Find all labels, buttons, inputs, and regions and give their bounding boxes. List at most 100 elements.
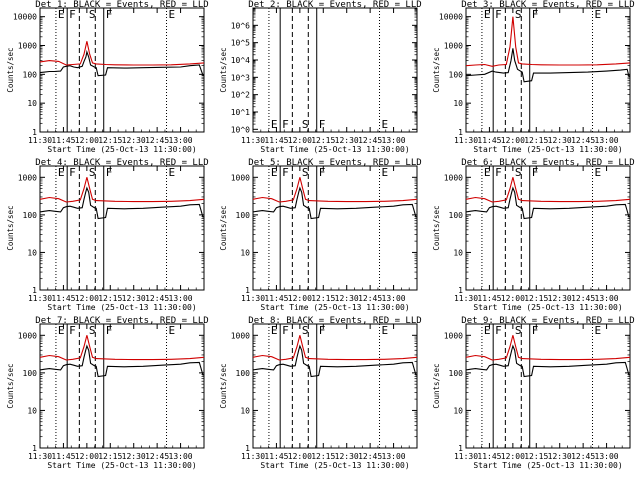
lld-series-line — [465, 16, 631, 67]
marker-letter: E — [484, 8, 491, 21]
chart-panel-8: Det 8: BLACK = Events, RED = LLD 1 10 100 10… — [219, 316, 422, 470]
x-tick-label: 13:00 — [382, 294, 406, 303]
marker-letter: F — [319, 324, 326, 337]
marker-letter: F — [532, 166, 539, 179]
x-tick-label: 12:30 — [335, 136, 359, 145]
x-tick-label: 12:15 — [524, 452, 548, 461]
chart-panel-6: Det 6: BLACK = Events, RED = LLD 1 10 100 10… — [432, 158, 635, 312]
y-tick-label: 1 — [32, 444, 37, 453]
x-tick-label: 11:45 — [51, 294, 75, 303]
x-axis-label: Start Time (25-Oct-13 11:30:00) — [473, 145, 622, 154]
x-tick-label: 11:30 — [454, 452, 478, 461]
y-tick-label: 10000 — [13, 13, 37, 22]
y-tick-label: 10 — [453, 248, 463, 257]
y-tick-label: 1000 — [231, 173, 250, 182]
marker-letter: F — [282, 118, 289, 131]
x-tick-label: 12:15 — [98, 136, 122, 145]
chart-title: Det 4: BLACK = Events, RED = LLD — [35, 158, 208, 168]
y-axis-label: Counts/sec — [219, 363, 228, 408]
x-tick-label: 12:00 — [501, 294, 525, 303]
marker-letter: E — [58, 166, 65, 179]
x-tick-label: 13:00 — [382, 452, 406, 461]
y-tick-label: 10 — [240, 406, 250, 415]
y-tick-label: 1 — [32, 286, 37, 295]
y-tick-label: 10^6 — [231, 21, 250, 30]
x-tick-label: 11:45 — [264, 452, 288, 461]
plot-frame — [39, 165, 205, 291]
marker-letter: S — [302, 324, 309, 337]
y-tick-label: 100 — [23, 211, 38, 220]
events-series-line — [39, 49, 204, 77]
marker-letter: F — [319, 166, 326, 179]
y-tick-label: 10^1 — [231, 108, 250, 117]
marker-letter: F — [69, 8, 76, 21]
x-tick-label: 13:00 — [382, 136, 406, 145]
x-tick-label: 11:30 — [454, 294, 478, 303]
marker-letter: E — [58, 8, 65, 21]
x-tick-label: 12:30 — [548, 452, 572, 461]
marker-letter: F — [495, 166, 502, 179]
lld-series-line — [252, 177, 418, 203]
marker-letter: F — [106, 8, 113, 21]
chart-title: Det 1: BLACK = Events, RED = LLD — [35, 0, 208, 10]
x-tick-label: 13:00 — [595, 136, 619, 145]
marker-letter: E — [595, 166, 602, 179]
y-tick-label: 100 — [236, 369, 251, 378]
y-tick-label: 10 — [27, 406, 37, 415]
x-tick-label: 12:45 — [358, 294, 382, 303]
marker-letter: S — [515, 8, 522, 21]
chart-title: Det 7: BLACK = Events, RED = LLD — [35, 316, 208, 326]
marker-letter: E — [271, 166, 278, 179]
plot-frame — [39, 7, 205, 133]
x-tick-label: 12:45 — [571, 136, 595, 145]
x-tick-label: 11:45 — [51, 452, 75, 461]
marker-letter: E — [382, 324, 389, 337]
marker-letter: F — [69, 324, 76, 337]
x-tick-label: 12:45 — [358, 136, 382, 145]
marker-letter: E — [169, 8, 176, 21]
x-tick-label: 12:30 — [122, 294, 146, 303]
chart-title: Det 5: BLACK = Events, RED = LLD — [248, 158, 421, 168]
marker-letter: E — [58, 324, 65, 337]
marker-letter: E — [169, 166, 176, 179]
lld-series-line — [39, 177, 205, 203]
chart-title: Det 9: BLACK = Events, RED = LLD — [461, 316, 634, 326]
chart-panel-7: Det 7: BLACK = Events, RED = LLD 1 10 100 10… — [6, 316, 209, 470]
x-axis-label: Start Time (25-Oct-13 11:30:00) — [47, 303, 196, 312]
chart-panel-2: Det 2: BLACK = Events, RED = LLD 10^0 10^1… — [219, 0, 422, 154]
plot-frame — [39, 323, 205, 449]
y-tick-label: 10 — [27, 99, 37, 108]
chart-title: Det 2: BLACK = Events, RED = LLD — [248, 0, 421, 10]
y-axis-label: Counts/sec — [6, 363, 15, 408]
chart-title: Det 8: BLACK = Events, RED = LLD — [248, 316, 421, 326]
y-tick-label: 100 — [23, 369, 38, 378]
chart-panel-3: Det 3: BLACK = Events, RED = LLD 1 10 100 10… — [432, 0, 635, 154]
x-tick-label: 12:45 — [571, 452, 595, 461]
lld-series-line — [39, 41, 205, 66]
marker-letter: E — [382, 166, 389, 179]
y-tick-label: 100 — [449, 211, 464, 220]
plot-frame — [465, 165, 631, 291]
x-axis-label: Start Time (25-Oct-13 11:30:00) — [47, 145, 196, 154]
x-axis-label: Start Time (25-Oct-13 11:30:00) — [260, 145, 409, 154]
x-tick-label: 12:45 — [571, 294, 595, 303]
chart-title: Det 6: BLACK = Events, RED = LLD — [461, 158, 634, 168]
y-tick-label: 100 — [236, 211, 251, 220]
x-tick-label: 12:15 — [311, 452, 335, 461]
x-tick-label: 13:00 — [169, 294, 193, 303]
x-tick-label: 13:00 — [169, 136, 193, 145]
marker-letter: S — [302, 166, 309, 179]
chart-panel-5: Det 5: BLACK = Events, RED = LLD 1 10 100 10… — [219, 158, 422, 312]
x-tick-label: 12:00 — [501, 136, 525, 145]
x-tick-label: 12:15 — [524, 294, 548, 303]
lld-series-line — [465, 335, 631, 361]
y-tick-label: 1000 — [444, 331, 463, 340]
events-series-line — [465, 344, 630, 378]
x-tick-label: 12:30 — [335, 452, 359, 461]
x-tick-label: 12:45 — [145, 294, 169, 303]
x-tick-label: 12:30 — [335, 294, 359, 303]
x-tick-label: 12:45 — [145, 452, 169, 461]
y-tick-label: 10^5 — [231, 39, 250, 48]
x-axis-label: Start Time (25-Oct-13 11:30:00) — [473, 461, 622, 470]
